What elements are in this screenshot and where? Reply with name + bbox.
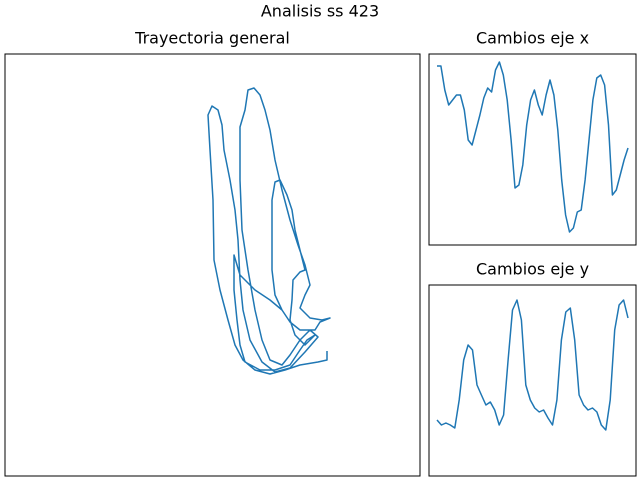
line: [436, 299, 629, 431]
figure-title: Analisis ss 423: [261, 2, 379, 21]
chart-title: Trayectoria general: [134, 29, 290, 48]
axes-frame: [4, 53, 421, 477]
axes-frame: [428, 53, 637, 246]
chart-title: Cambios eje y: [476, 260, 589, 279]
axes-frame: [428, 284, 637, 477]
chart-title: Cambios eje x: [476, 29, 589, 48]
line: [437, 61, 629, 233]
line: [207, 87, 331, 375]
